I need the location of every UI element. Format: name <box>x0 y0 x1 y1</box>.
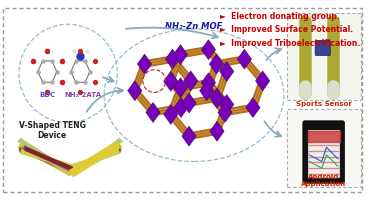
Text: ►  Improved Triboelectrification.: ► Improved Triboelectrification. <box>220 39 360 48</box>
Polygon shape <box>174 98 188 117</box>
Polygon shape <box>128 81 142 101</box>
Polygon shape <box>164 71 178 91</box>
Polygon shape <box>209 54 223 74</box>
Text: ►  Electron donating group.: ► Electron donating group. <box>220 12 339 21</box>
Polygon shape <box>173 78 188 98</box>
Polygon shape <box>137 54 152 74</box>
Polygon shape <box>220 61 234 81</box>
Text: NH₂-Zn MOF: NH₂-Zn MOF <box>165 22 223 31</box>
Polygon shape <box>71 138 123 176</box>
Text: ►  Improved Surface Potential.: ► Improved Surface Potential. <box>220 25 353 34</box>
Polygon shape <box>182 126 196 146</box>
FancyBboxPatch shape <box>303 121 344 183</box>
Text: V-Shaped TENG
Device: V-Shaped TENG Device <box>19 121 85 140</box>
Polygon shape <box>218 103 232 122</box>
Polygon shape <box>17 138 74 176</box>
Polygon shape <box>146 103 160 122</box>
Polygon shape <box>246 98 260 117</box>
Polygon shape <box>201 73 215 93</box>
FancyBboxPatch shape <box>308 130 340 178</box>
Polygon shape <box>237 49 252 69</box>
Polygon shape <box>210 88 224 108</box>
Polygon shape <box>182 93 196 113</box>
Text: NH₂-2ATA: NH₂-2ATA <box>65 92 102 98</box>
Polygon shape <box>173 45 188 65</box>
FancyBboxPatch shape <box>315 40 330 56</box>
Polygon shape <box>200 81 214 101</box>
Polygon shape <box>210 121 224 141</box>
Polygon shape <box>165 49 179 69</box>
Polygon shape <box>220 95 234 114</box>
Text: BDC: BDC <box>39 92 55 98</box>
Polygon shape <box>256 71 270 91</box>
Text: Android
Application: Android Application <box>301 174 346 187</box>
Polygon shape <box>164 104 178 124</box>
Bar <box>287 13 361 100</box>
Polygon shape <box>184 71 198 91</box>
Bar <box>287 109 361 187</box>
Text: Sports Sensor: Sports Sensor <box>296 101 352 107</box>
Polygon shape <box>201 40 215 60</box>
